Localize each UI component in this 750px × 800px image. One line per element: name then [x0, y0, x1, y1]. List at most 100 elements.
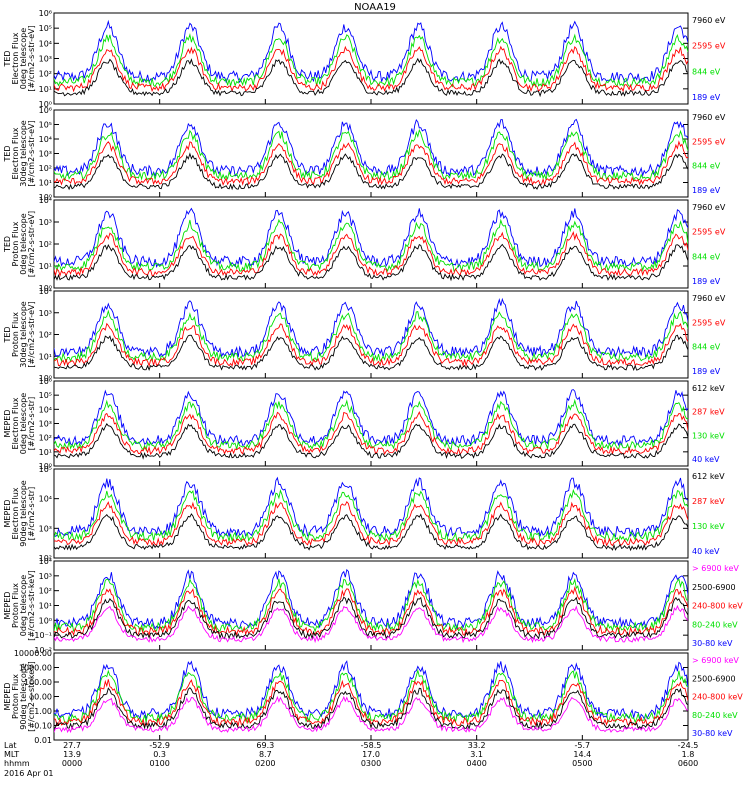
- y-tick-label: 10¹: [39, 179, 52, 188]
- y-axis-label-line: MEPED: [3, 592, 12, 620]
- y-tick-label: 10⁵: [39, 391, 52, 400]
- y-axis-label-line: Electron Flux: [11, 127, 20, 179]
- y-axis-label-line: TED: [3, 145, 12, 162]
- footer-lat: 69.3: [256, 741, 274, 750]
- series-trace: [54, 513, 688, 552]
- y-tick-label: 10⁰: [39, 100, 52, 109]
- footer-mlt: 8.7: [259, 750, 272, 759]
- y-tick-label: 10⁰: [39, 462, 52, 471]
- legend-entry: 2595 eV: [692, 42, 726, 51]
- y-tick-label: 10⁰: [39, 374, 52, 383]
- y-tick-label: 10⁰: [39, 616, 52, 625]
- y-tick-label: 10³: [39, 572, 52, 581]
- series-trace: [54, 568, 688, 630]
- footer-mlt: 1.8: [682, 750, 695, 759]
- y-tick-label: 0.01: [34, 736, 52, 745]
- panel-8: 0.01 0.10 1.00 10.00 100.00 1000.00 10000.00 ME…: [3, 649, 743, 745]
- footer-hhmm: 0300: [361, 759, 381, 768]
- footer-mlt: 3.1: [470, 750, 483, 759]
- legend-entry: 612 keV: [692, 384, 725, 393]
- y-tick-label: 10.00: [29, 693, 52, 702]
- y-tick-label: 0.10: [34, 722, 52, 731]
- legend-entry: 80-240 keV: [692, 620, 738, 629]
- y-axis-label: MEPEDElectron Flux0deg telescope[#/cm2-s…: [3, 393, 36, 454]
- footer-mlt: 0.3: [153, 750, 166, 759]
- y-axis-label-line: Proton Flux: [11, 221, 20, 266]
- y-tick-label: 10⁶: [39, 377, 52, 386]
- y-axis-label-line: 30deg telescope: [19, 120, 28, 187]
- y-axis-label-line: 0deg telescope: [19, 393, 28, 454]
- y-tick-label: 10⁵: [39, 121, 52, 130]
- y-axis-label-line: 0deg telescope: [19, 213, 28, 274]
- series-trace: [54, 118, 688, 178]
- series-trace: [54, 604, 688, 644]
- series-trace: [54, 322, 688, 368]
- y-tick-label: 10¹: [39, 602, 52, 611]
- series-trace: [54, 33, 688, 89]
- series-trace: [54, 140, 688, 186]
- footer-mlt: 14.4: [573, 750, 591, 759]
- y-tick-label: 10⁶: [39, 9, 52, 18]
- traces: [54, 297, 688, 372]
- series-trace: [54, 57, 688, 98]
- footer-lat: -5.7: [575, 741, 591, 750]
- legend-entry: 2595 eV: [692, 318, 726, 327]
- footer-date: 2016 Apr 01: [4, 769, 53, 778]
- y-tick-label: 10⁴: [39, 405, 52, 414]
- y-axis-label-line: Proton Flux: [11, 674, 20, 719]
- y-axis-label-line: Proton Flux: [11, 312, 20, 357]
- footer-lat: -58.5: [361, 741, 382, 750]
- legend-entry: 287 keV: [692, 497, 725, 506]
- footer-mlt: 17.0: [362, 750, 380, 759]
- y-axis-label: TEDElectron Flux0deg telescope[#/cm2-s-s…: [3, 25, 36, 91]
- plot-title: NOAA19: [354, 2, 396, 13]
- footer-lat: 33.2: [468, 741, 486, 750]
- legend-entry: 40 keV: [692, 547, 720, 556]
- y-axis-label-line: [#/cm2-s-str]: [27, 487, 36, 540]
- traces: [54, 476, 688, 552]
- y-axis-label-line: [#/cm2-s-str-eV]: [27, 301, 36, 367]
- y-axis-label-line: [#/cm2-s-str-eV]: [27, 211, 36, 277]
- footer-hhmm: 0000: [62, 759, 82, 768]
- y-tick-label: 10³: [39, 524, 52, 533]
- legend-entry: 240-800 keV: [692, 693, 743, 702]
- y-tick-label: 10⁻²: [34, 646, 52, 655]
- legend-entry: 30-80 keV: [692, 639, 733, 648]
- series-trace: [54, 231, 688, 278]
- footer-row-label: hhmm: [4, 759, 30, 768]
- footer-lat: -52.9: [149, 741, 170, 750]
- y-tick-label: 10⁴: [39, 135, 52, 144]
- footer-hhmm: 0600: [678, 759, 698, 768]
- legend-entry: 40 keV: [692, 455, 720, 464]
- y-tick-label: 10⁵: [39, 465, 52, 474]
- legend-entry: 189 eV: [692, 277, 721, 286]
- series-trace: [54, 19, 688, 84]
- legend-entry: 287 keV: [692, 408, 725, 417]
- series-trace: [54, 586, 688, 637]
- y-axis-label-line: 90deg telescope: [19, 480, 28, 547]
- footer-hhmm: 0200: [255, 759, 275, 768]
- y-tick-label: 10000.00: [14, 649, 52, 658]
- series-trace: [54, 389, 688, 447]
- y-tick-label: 10⁰: [39, 193, 52, 202]
- panel-frame: [53, 468, 689, 559]
- legend-entry: 612 keV: [692, 472, 725, 481]
- legend-entry: 7960 eV: [692, 113, 726, 122]
- y-tick-label: 10³: [39, 309, 52, 318]
- series-trace: [54, 218, 688, 273]
- series-trace: [54, 679, 688, 728]
- y-axis-label-line: Proton Flux: [11, 583, 20, 628]
- y-axis-label-line: [#/cm2-s-str-eV]: [27, 120, 36, 186]
- footer-hhmm: 0100: [149, 759, 169, 768]
- series-trace: [54, 500, 688, 547]
- y-axis-label-line: TED: [3, 50, 12, 67]
- series-trace: [54, 596, 688, 640]
- traces: [54, 568, 688, 644]
- y-axis-label-line: TED: [3, 236, 12, 253]
- y-tick-label: 10³: [39, 150, 52, 159]
- y-tick-label: 10⁴: [39, 495, 52, 504]
